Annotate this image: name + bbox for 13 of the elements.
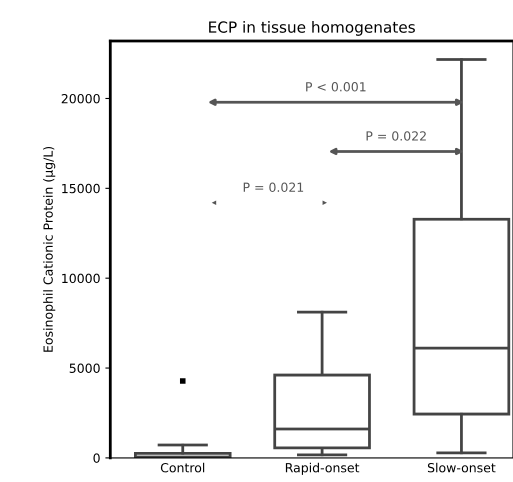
y-tick-label: 10000	[62, 274, 100, 284]
x-tick-label: Control	[160, 462, 204, 472]
x-tick-label: Rapid-onset	[286, 462, 360, 475]
y-tick-label: 5000	[70, 364, 100, 373]
annotation: P = 0.021	[244, 182, 304, 192]
annotation: P = 0.022	[366, 131, 426, 141]
annotation: P < 0.001	[306, 82, 366, 92]
chart-title: ECP in tissue homogenates	[209, 21, 415, 36]
x-tick-label: Slow-onset	[428, 462, 496, 472]
y-axis-title: Eosinophil Cationic Protein (µg/L)	[43, 146, 56, 352]
y-tick-label: 0	[93, 453, 100, 463]
y-tick-label: 20000	[62, 94, 100, 104]
y-tick-label: 15000	[62, 184, 100, 194]
